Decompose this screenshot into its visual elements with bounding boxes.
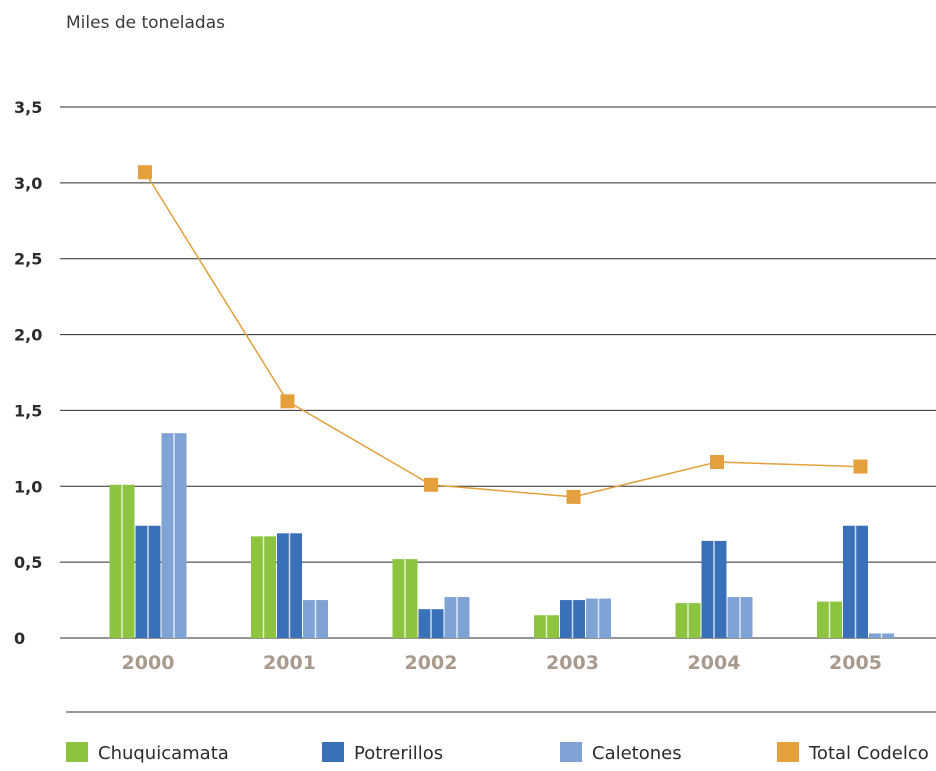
legend-item-total-codelco: Total Codelco — [777, 742, 929, 764]
bars — [109, 433, 894, 638]
y-tick-label: 2,5 — [14, 250, 42, 269]
total-codelco-marker-2000 — [138, 165, 152, 180]
y-tick-label: 2,0 — [14, 326, 42, 345]
total-codelco-marker-2002 — [424, 477, 438, 492]
bar-chuquicamata-2001 — [251, 536, 276, 638]
y-tick-label: 1,5 — [14, 401, 42, 420]
bar-caletones-2003 — [586, 598, 611, 638]
x-tick-label: 2001 — [263, 652, 316, 674]
bar-caletones-2000 — [161, 433, 187, 638]
legend-label: Potrerillos — [354, 743, 443, 764]
x-tick-label: 2005 — [829, 652, 882, 674]
bar-potrerillos-2001 — [277, 533, 302, 638]
bar-caletones-2001 — [303, 600, 328, 638]
y-tick-label: 1,0 — [14, 477, 42, 496]
legend-item-caletones: Caletones — [560, 742, 682, 764]
legend-item-potrerillos: Potrerillos — [322, 742, 443, 764]
total-codelco-marker-2001 — [280, 394, 295, 409]
legend-label: Chuquicamata — [98, 743, 229, 764]
legend-swatch — [560, 742, 582, 762]
y-tick-label: 3,0 — [14, 174, 42, 193]
bar-potrerillos-2002 — [418, 609, 444, 638]
legend-swatch — [66, 742, 88, 762]
legend-label: Caletones — [592, 743, 682, 764]
y-tick-labels: 0 0,5 1,0 1,5 2,0 2,5 3,0 3,5 — [14, 98, 42, 648]
x-tick-label: 2004 — [688, 652, 741, 674]
bar-chuquicamata-2003 — [534, 615, 559, 638]
bar-potrerillos-2005 — [843, 525, 868, 638]
total-line — [138, 165, 868, 504]
x-tick-label: 2000 — [122, 652, 175, 674]
legend: Chuquicamata Potrerillos Caletones Total Co… — [66, 742, 929, 764]
y-axis-label: Miles de toneladas — [66, 13, 225, 33]
total-codelco-marker-2003 — [566, 489, 581, 504]
x-tick-label: 2003 — [546, 652, 599, 674]
y-tick-label: 0 — [14, 629, 25, 648]
total-codelco-marker-2004 — [710, 455, 724, 470]
grid — [60, 106, 936, 639]
bar-caletones-2004 — [727, 597, 753, 638]
y-tick-label: 0,5 — [14, 553, 42, 572]
x-tick-label: 2002 — [405, 652, 458, 674]
bar-caletones-2005 — [869, 633, 894, 638]
x-tick-labels: 2000 2001 2002 2003 2004 2005 — [122, 652, 882, 674]
legend-label: Total Codelco — [808, 743, 929, 764]
bar-caletones-2002 — [444, 597, 470, 638]
bar-chuquicamata-2002 — [392, 559, 418, 638]
bar-potrerillos-2003 — [560, 600, 585, 638]
bar-chuquicamata-2004 — [675, 603, 701, 638]
bar-chuquicamata-2000 — [109, 484, 135, 638]
bar-potrerillos-2004 — [701, 540, 727, 638]
y-tick-label: 3,5 — [14, 98, 42, 117]
legend-swatch — [777, 742, 799, 762]
legend-swatch — [322, 742, 344, 762]
bar-chuquicamata-2005 — [817, 601, 842, 638]
bar-potrerillos-2000 — [135, 525, 161, 638]
total-codelco-marker-2005 — [853, 459, 868, 474]
legend-item-chuquicamata: Chuquicamata — [66, 742, 229, 764]
total-codelco-line — [144, 171, 861, 498]
